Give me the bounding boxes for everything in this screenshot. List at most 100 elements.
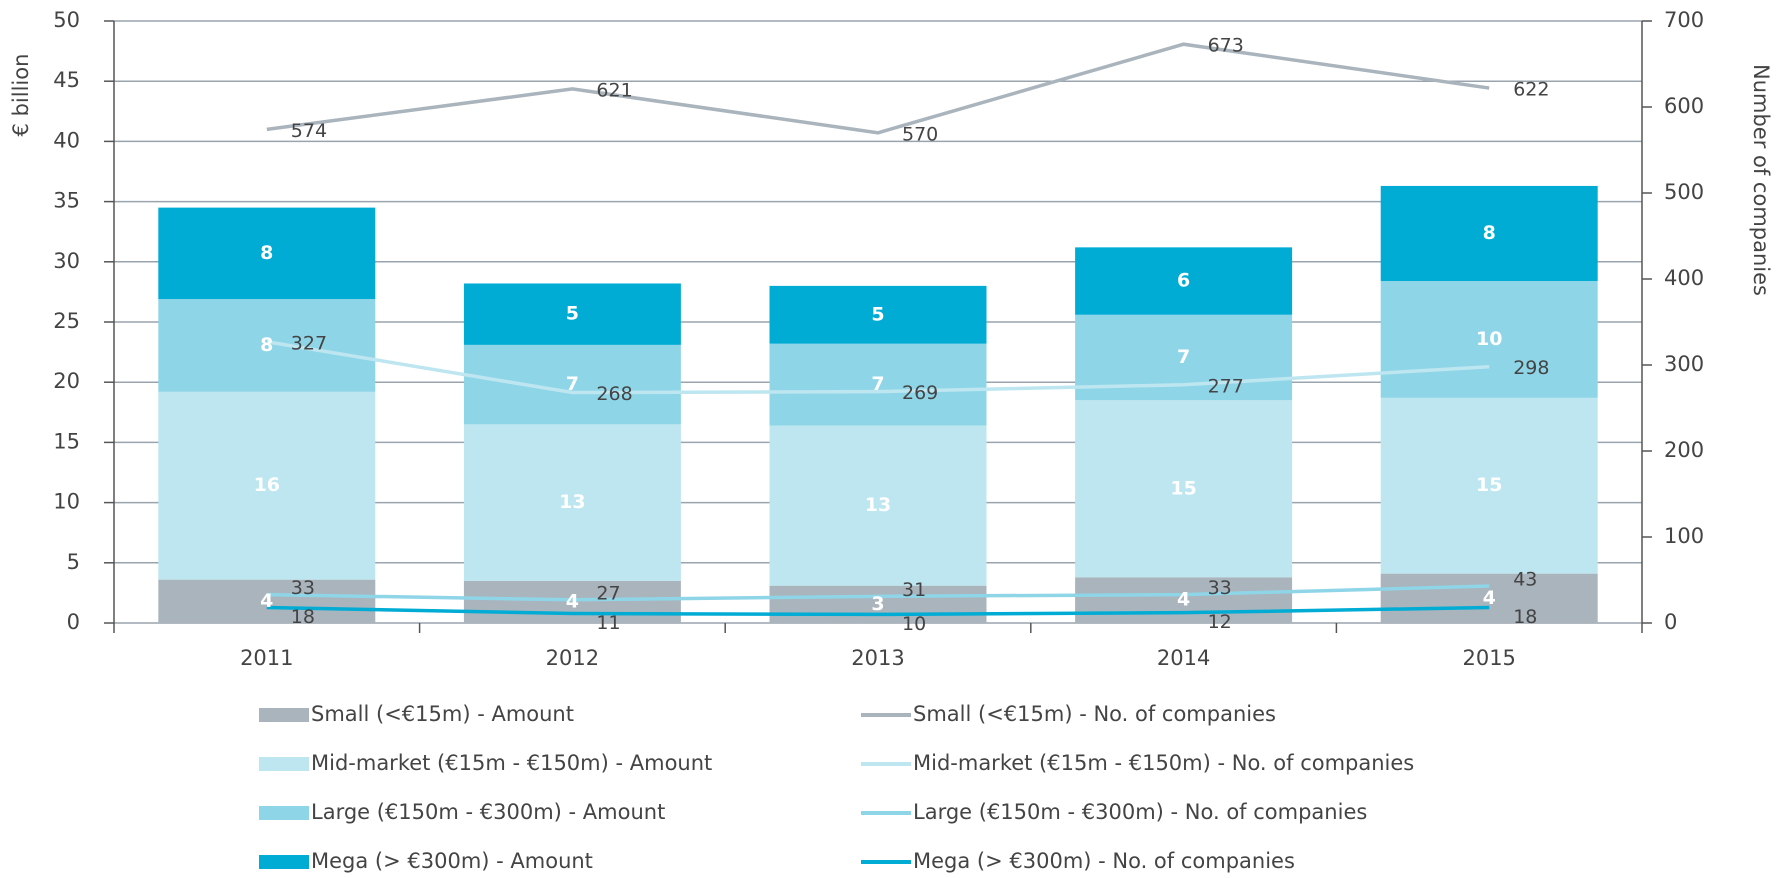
legend-swatch xyxy=(259,708,309,722)
line-label: 269 xyxy=(902,382,938,404)
bar-label: 8 xyxy=(1483,222,1496,244)
bar-label: 13 xyxy=(865,494,891,516)
y2-tick-label: 500 xyxy=(1664,180,1704,204)
x-tick-label: 2014 xyxy=(1157,646,1210,670)
line-label: 574 xyxy=(291,120,327,142)
line xyxy=(266,340,1490,395)
line-label: 10 xyxy=(902,613,926,635)
bar-segment xyxy=(1380,281,1598,398)
bar-segment xyxy=(463,344,681,425)
y-tick-label: 35 xyxy=(53,189,80,213)
y-tick-label: 30 xyxy=(53,249,80,273)
line-label: 43 xyxy=(1513,569,1537,591)
bar-segment xyxy=(463,580,681,623)
bar-label: 8 xyxy=(260,334,273,356)
y-tick-label: 40 xyxy=(53,128,80,152)
bar-segment xyxy=(463,424,681,581)
y-tick-label: 0 xyxy=(67,610,80,634)
line-label: 12 xyxy=(1208,611,1232,633)
legend-label: Small (<€15m) - No. of companies xyxy=(913,702,1276,726)
line-label: 673 xyxy=(1208,35,1244,57)
bar-segment xyxy=(769,343,987,426)
x-tick-label: 2015 xyxy=(1462,646,1515,670)
line-label: 277 xyxy=(1208,375,1244,397)
legend-label: Mega (> €300m) - No. of companies xyxy=(913,849,1295,873)
y-tick-label: 45 xyxy=(53,68,80,92)
line-label: 327 xyxy=(291,332,327,354)
bar-label: 7 xyxy=(1177,346,1190,368)
bar-segment xyxy=(158,391,376,580)
bar-segment xyxy=(769,285,987,344)
bar-label: 15 xyxy=(1170,477,1196,499)
bar-segment xyxy=(1380,397,1598,574)
bar-segment xyxy=(1075,247,1293,315)
bar-segment xyxy=(1380,185,1598,282)
bar-segment xyxy=(1075,400,1293,578)
bar-label: 5 xyxy=(871,303,884,325)
bar-label: 8 xyxy=(260,242,273,264)
line-label: 268 xyxy=(596,383,632,405)
bar-segment xyxy=(463,283,681,345)
legend-swatch xyxy=(259,757,309,771)
legend-swatch xyxy=(259,806,309,820)
bar-label: 13 xyxy=(559,491,585,513)
bar-segment xyxy=(158,299,376,392)
y2-tick-label: 400 xyxy=(1664,266,1704,290)
y2-axis-label: Number of companies xyxy=(1749,64,1773,296)
line-label: 27 xyxy=(596,582,620,604)
bar-label: 15 xyxy=(1476,474,1502,496)
legend-label: Mega (> €300m) - Amount xyxy=(311,849,593,873)
x-tick-label: 2011 xyxy=(240,646,293,670)
legend-label: Large (€150m - €300m) - No. of companies xyxy=(913,800,1367,824)
y-axis-label: € billion xyxy=(9,54,33,137)
line-label: 298 xyxy=(1513,357,1549,379)
legend-swatch xyxy=(259,855,309,869)
bar-label: 16 xyxy=(254,474,280,496)
bar-segment xyxy=(158,207,376,300)
line-label: 11 xyxy=(596,612,620,634)
y2-tick-label: 100 xyxy=(1664,524,1704,548)
bar-segment xyxy=(158,579,376,623)
bar-label: 10 xyxy=(1476,328,1502,350)
bar-label: 6 xyxy=(1177,270,1190,292)
legend-label: Small (<€15m) - Amount xyxy=(311,702,574,726)
line-label: 570 xyxy=(902,123,938,145)
bar-segment xyxy=(1380,573,1598,623)
bar-segment xyxy=(769,425,987,586)
line-label: 18 xyxy=(291,606,315,628)
y-tick-label: 15 xyxy=(53,429,80,453)
x-tick-label: 2012 xyxy=(546,646,599,670)
bar-label: 7 xyxy=(566,373,579,395)
y2-tick-label: 300 xyxy=(1664,352,1704,376)
y-tick-label: 25 xyxy=(53,309,80,333)
line-label: 622 xyxy=(1513,79,1549,101)
bar-segment xyxy=(1075,577,1293,623)
line-label: 33 xyxy=(1208,577,1232,599)
legend-label: Large (€150m - €300m) - Amount xyxy=(311,800,665,824)
bar-label: 5 xyxy=(566,303,579,325)
bar-label: 3 xyxy=(871,593,884,615)
y-tick-label: 20 xyxy=(53,369,80,393)
bar-label: 4 xyxy=(260,590,273,612)
y-tick-label: 10 xyxy=(53,490,80,514)
legend-label: Mid-market (€15m - €150m) - Amount xyxy=(311,751,712,775)
line xyxy=(266,584,1490,602)
y2-tick-label: 0 xyxy=(1664,610,1677,634)
line-label: 18 xyxy=(1513,606,1537,628)
bar-label: 7 xyxy=(871,373,884,395)
bar-segment xyxy=(769,585,987,623)
y2-tick-label: 200 xyxy=(1664,438,1704,462)
legend-label: Mid-market (€15m - €150m) - No. of compa… xyxy=(913,751,1414,775)
line-label: 621 xyxy=(596,79,632,101)
bar-label: 4 xyxy=(1177,589,1190,611)
bar-label: 4 xyxy=(566,590,579,612)
bar-label: 4 xyxy=(1483,587,1496,609)
line xyxy=(266,605,1490,617)
y2-tick-label: 700 xyxy=(1664,8,1704,32)
y-tick-label: 5 xyxy=(67,550,80,574)
line-label: 31 xyxy=(902,579,926,601)
x-tick-label: 2013 xyxy=(851,646,904,670)
y-tick-label: 50 xyxy=(53,8,80,32)
line xyxy=(266,42,1490,135)
